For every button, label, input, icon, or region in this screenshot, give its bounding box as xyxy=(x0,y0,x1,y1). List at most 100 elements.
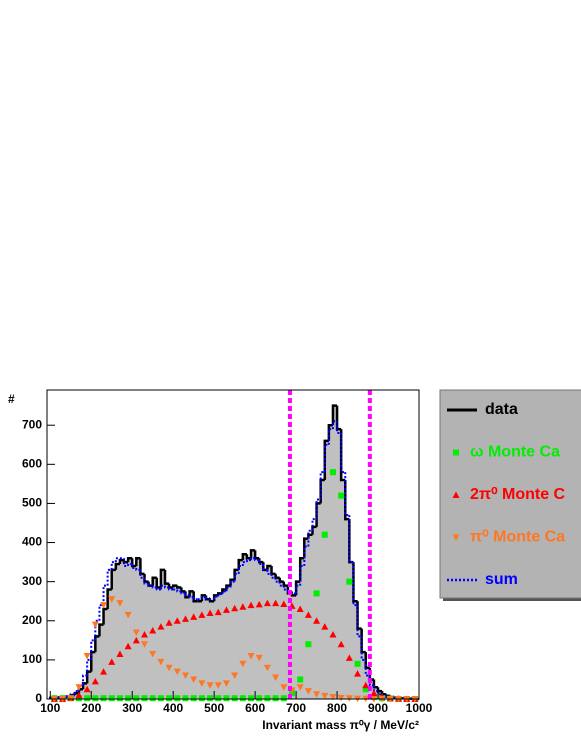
marker xyxy=(149,627,157,634)
hist-step xyxy=(73,690,79,695)
hist-step xyxy=(163,585,170,589)
hist-step xyxy=(200,596,206,600)
marker xyxy=(255,600,263,608)
hist-bar xyxy=(173,585,178,699)
marker xyxy=(173,617,181,624)
hist-bar xyxy=(124,562,129,699)
hist-step xyxy=(163,569,170,585)
hist-bar xyxy=(193,601,199,699)
marker xyxy=(313,691,321,698)
marker xyxy=(346,578,353,585)
marker xyxy=(190,613,198,620)
hist-bar xyxy=(169,587,174,699)
hist-step xyxy=(241,561,247,567)
hist-bar xyxy=(132,566,137,699)
marker xyxy=(272,674,280,681)
marker xyxy=(91,621,99,629)
x-tick-label: 200 xyxy=(81,701,101,715)
hist-bar xyxy=(263,569,268,699)
hist-step xyxy=(364,652,370,669)
hist-bar xyxy=(181,591,186,699)
hist-bar xyxy=(177,587,182,699)
marker xyxy=(181,615,189,622)
legend-swatch xyxy=(453,449,459,456)
marker xyxy=(280,600,288,607)
hist-step xyxy=(294,580,301,596)
hist-bar xyxy=(185,597,190,699)
marker xyxy=(190,695,197,702)
marker xyxy=(296,684,304,691)
hist-step xyxy=(188,595,194,599)
hist-bar xyxy=(214,595,219,699)
hist-step xyxy=(360,628,366,654)
hist-step xyxy=(229,580,235,588)
hist-bar xyxy=(283,585,289,699)
marker xyxy=(157,695,164,702)
hist-bar xyxy=(259,562,264,699)
hist-bar xyxy=(341,479,346,699)
hist-step xyxy=(344,472,350,517)
marker xyxy=(321,531,328,538)
marker xyxy=(264,695,271,702)
hist-bar xyxy=(304,538,309,699)
marker xyxy=(108,658,116,665)
hist-step xyxy=(274,577,280,583)
hist-step xyxy=(155,587,161,591)
hist-bar xyxy=(300,558,305,699)
hist-bar xyxy=(218,593,223,699)
y-tick-label: 0 xyxy=(35,691,42,705)
hist-step xyxy=(340,433,346,474)
hist-step xyxy=(225,586,231,592)
hist-step xyxy=(147,583,153,587)
marker xyxy=(165,619,173,626)
hist-bar xyxy=(345,519,350,699)
x-tick-label: 600 xyxy=(245,701,265,715)
hist-bar xyxy=(337,429,342,699)
hist-step xyxy=(213,595,219,600)
marker xyxy=(132,629,140,637)
hist-bar xyxy=(205,599,211,699)
hist-step xyxy=(159,584,165,590)
marker xyxy=(182,695,189,702)
hist-bar xyxy=(87,671,92,699)
hist-step xyxy=(151,576,157,586)
hist-step xyxy=(266,564,272,570)
legend-label: sum xyxy=(485,571,518,588)
marker xyxy=(215,695,222,702)
hist-step xyxy=(98,623,104,637)
hist-step xyxy=(270,573,276,579)
marker xyxy=(370,689,378,697)
marker xyxy=(125,695,132,702)
plot-frame xyxy=(46,389,420,700)
hist-step xyxy=(98,604,104,621)
hist-bar xyxy=(210,601,215,699)
marker xyxy=(141,630,149,638)
marker xyxy=(75,684,83,691)
hist-step xyxy=(245,559,252,563)
hist-step xyxy=(348,515,354,564)
hist-step xyxy=(135,567,141,571)
hist-step xyxy=(127,563,133,567)
y-tick-label: 500 xyxy=(22,496,42,510)
marker xyxy=(239,660,247,668)
hist-step xyxy=(184,593,190,597)
y-axis-label: # xyxy=(8,392,15,406)
marker xyxy=(255,654,263,662)
marker xyxy=(83,652,91,660)
hist-step xyxy=(262,564,268,571)
hist-bar xyxy=(320,479,326,699)
hist-bar xyxy=(230,579,235,699)
x-axis-label: Invariant mass π⁰γ / MeV/c² xyxy=(262,718,419,732)
hist-step xyxy=(106,568,112,586)
marker xyxy=(100,695,107,702)
marker xyxy=(190,676,198,683)
marker xyxy=(124,642,132,650)
hist-step xyxy=(86,658,92,676)
marker xyxy=(141,695,148,702)
hist-step xyxy=(204,597,211,600)
hist-bar xyxy=(369,679,375,699)
hist-bar xyxy=(316,503,321,699)
hist-step xyxy=(114,562,120,570)
hist-bar xyxy=(222,589,227,699)
marker xyxy=(362,681,370,689)
